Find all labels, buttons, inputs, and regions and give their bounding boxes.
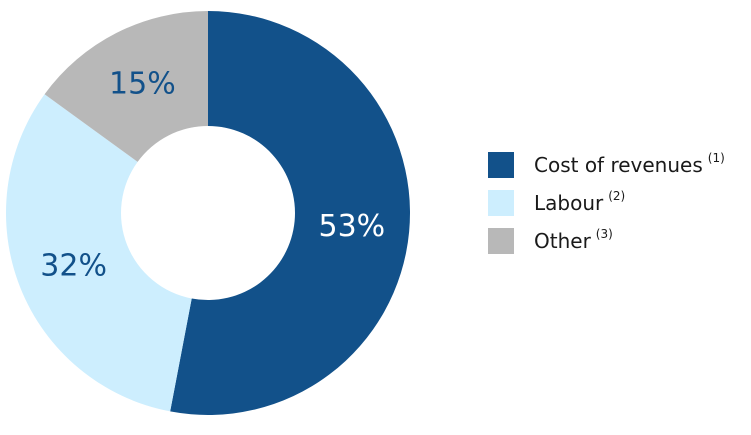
legend-item-cost-of-revenues: Cost of revenues (1) <box>488 146 743 184</box>
slice-other <box>44 11 208 162</box>
slice-label-cost-of-revenues: 53% <box>319 209 386 244</box>
legend-item-labour: Labour (2) <box>488 184 743 222</box>
donut-slice-labels: 53% 32% 15% <box>40 67 385 284</box>
legend-item-other: Other (3) <box>488 222 743 260</box>
legend-note-other: (3) <box>595 227 613 242</box>
legend-swatch-labour <box>488 190 514 216</box>
legend: Cost of revenues (1) Labour (2) Other (3) <box>488 146 743 260</box>
legend-note-cost-of-revenues: (1) <box>707 151 725 166</box>
legend-text-other: Other <box>534 229 591 253</box>
legend-label-other: Other (3) <box>534 227 613 253</box>
legend-text-cost-of-revenues: Cost of revenues <box>534 153 703 177</box>
legend-note-labour: (2) <box>608 189 626 204</box>
slice-label-labour: 32% <box>40 249 107 284</box>
legend-label-cost-of-revenues: Cost of revenues (1) <box>534 151 725 177</box>
legend-swatch-other <box>488 228 514 254</box>
legend-label-labour: Labour (2) <box>534 189 626 215</box>
slice-label-other: 15% <box>109 67 176 102</box>
legend-text-labour: Labour <box>534 191 604 215</box>
donut-slices <box>5 11 410 416</box>
legend-swatch-cost-of-revenues <box>488 152 514 178</box>
slice-cost-of-revenues <box>170 11 410 416</box>
slice-labour <box>5 94 192 412</box>
